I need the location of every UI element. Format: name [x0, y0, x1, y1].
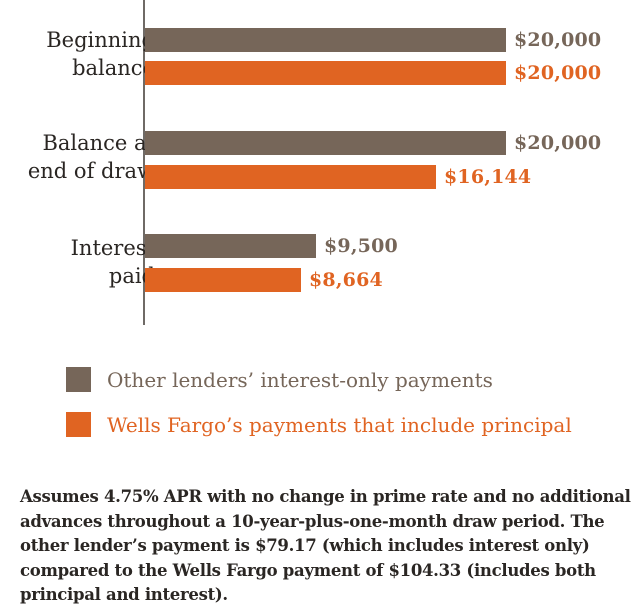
bar	[145, 268, 301, 292]
category-label-balance-end-draw: Balance at end of draw	[27, 131, 155, 183]
legend-swatch-gray	[66, 367, 91, 392]
bar	[145, 234, 316, 258]
legend-item-other-lenders: Other lenders’ interest-only payments	[66, 367, 493, 392]
bar-value-label: $20,000	[514, 62, 602, 84]
bar-value-label: $20,000	[514, 132, 602, 154]
y-axis-line	[143, 0, 145, 325]
category-label-interest-paid: Interest paid	[70, 236, 155, 288]
bar	[145, 61, 506, 85]
bar-value-label: $20,000	[514, 29, 602, 51]
bar-value-label: $8,664	[309, 269, 383, 291]
bar-value-label: $16,144	[444, 166, 532, 188]
legend-item-wells-fargo: Wells Fargo’s payments that include prin…	[66, 412, 572, 437]
legend-label: Other lenders’ interest-only payments	[107, 367, 493, 392]
bar	[145, 165, 436, 189]
bar	[145, 28, 506, 52]
bar-value-label: $9,500	[324, 235, 398, 257]
bar	[145, 131, 506, 155]
footnote: Assumes 4.75% APR with no change in prim…	[20, 487, 631, 604]
legend-label: Wells Fargo’s payments that include prin…	[107, 412, 572, 437]
legend-swatch-orange	[66, 412, 91, 437]
category-label-beginning-balance: Beginning balance	[46, 28, 155, 80]
